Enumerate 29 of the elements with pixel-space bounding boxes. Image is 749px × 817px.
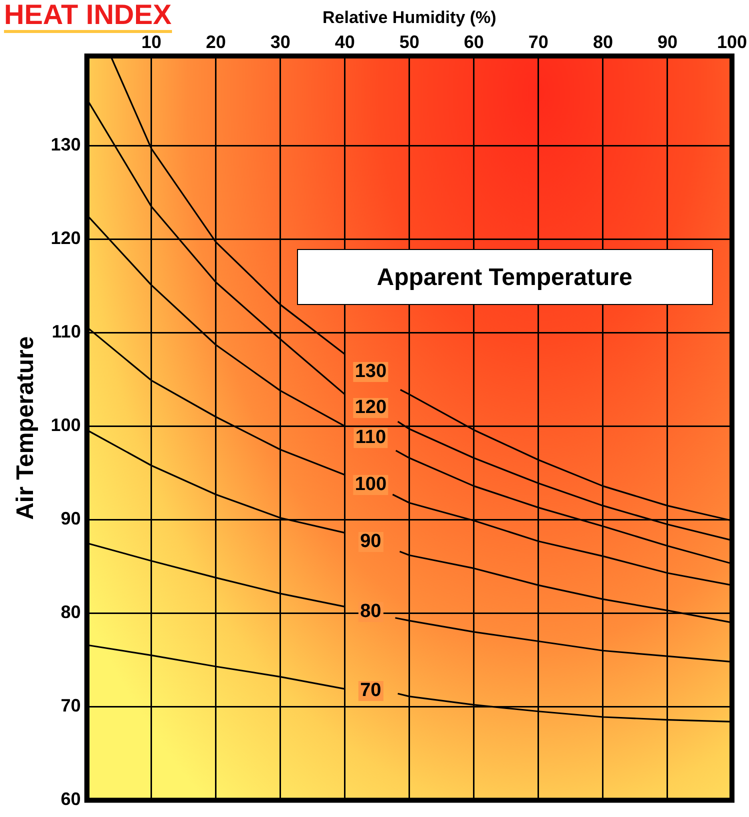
x-tick-label: 90 [657, 32, 678, 52]
caption-box: Apparent Temperature [296, 249, 713, 306]
y-tick-label: 110 [52, 322, 81, 342]
x-tick-label: 40 [334, 32, 355, 52]
series-label: 110 [353, 427, 388, 448]
x-tick-label: 30 [270, 32, 290, 52]
x-tick-label: 60 [464, 32, 484, 52]
y-axis-title: Air Temperature [12, 336, 40, 520]
series-label: 70 [358, 680, 384, 702]
series-label: 80 [358, 601, 384, 622]
y-tick-label: 60 [60, 789, 81, 810]
series-label: 130 [352, 361, 389, 382]
series-label: 90 [358, 531, 384, 552]
x-tick-label: 100 [716, 32, 748, 52]
x-tick-label: 80 [592, 32, 613, 52]
y-tick-label: 120 [50, 228, 81, 248]
x-tick-label: 20 [206, 32, 226, 52]
y-tick-label: 80 [60, 602, 81, 622]
y-tick-label: 130 [50, 134, 81, 155]
y-tick-label: 100 [50, 415, 81, 436]
x-tick-label: 10 [141, 32, 162, 52]
series-label: 120 [352, 396, 389, 418]
series-label: 100 [352, 474, 389, 495]
x-tick-label: 50 [399, 32, 420, 52]
x-axis-title: Relative Humidity (%) [322, 8, 496, 27]
y-tick-label: 90 [60, 508, 81, 529]
chart-title: HEAT INDEX [4, 0, 172, 33]
y-tick-label: 70 [60, 696, 81, 716]
x-tick-label: 70 [528, 32, 548, 52]
